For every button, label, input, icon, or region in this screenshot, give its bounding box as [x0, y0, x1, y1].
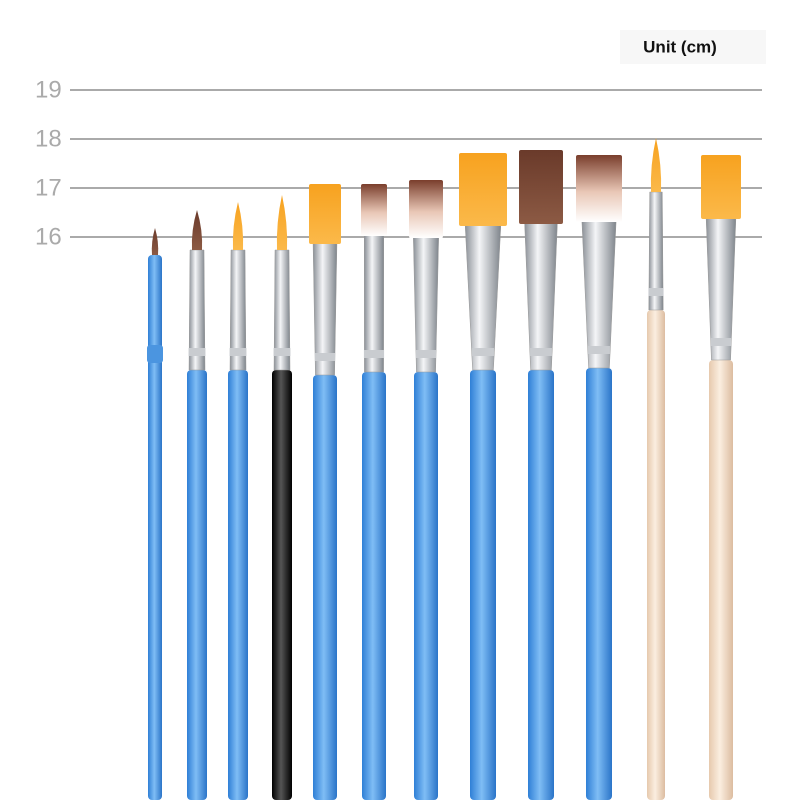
brush-handle — [362, 372, 386, 800]
scale-label: 18 — [35, 125, 62, 152]
brush-handle — [228, 370, 248, 800]
brush-bristles — [519, 150, 563, 224]
brush-ferrule — [464, 221, 502, 371]
ferrule-ring — [363, 350, 385, 358]
handle-ring — [147, 345, 163, 363]
brush-handle — [272, 370, 292, 800]
brush-handle — [414, 372, 438, 800]
ferrule-ring — [229, 348, 247, 356]
scale-label: 16 — [35, 223, 62, 250]
brush-handle — [313, 375, 337, 800]
brush-bristles — [409, 180, 443, 238]
ferrule-ring — [415, 350, 437, 358]
brush-bristles — [276, 195, 288, 250]
brush-handle — [528, 370, 554, 800]
brush-handle — [187, 370, 207, 800]
brush-bristles — [191, 210, 203, 250]
unit-box — [620, 30, 766, 64]
ferrule-ring — [188, 348, 206, 356]
brushes — [147, 138, 741, 800]
scale-label: 19 — [35, 76, 62, 103]
scale-label: 17 — [35, 174, 62, 201]
ferrule-ring — [648, 288, 664, 296]
brush-bristles — [309, 184, 341, 244]
brush-ferrule — [524, 219, 558, 371]
ferrule-ring — [710, 338, 732, 346]
brush-bristles — [459, 153, 507, 226]
brush-handle — [148, 255, 162, 800]
brush-bristles — [361, 184, 387, 236]
brush-handle — [709, 360, 733, 800]
brush-bristles — [576, 155, 622, 222]
unit-label: Unit (cm) — [643, 37, 717, 56]
ferrule-ring — [530, 348, 552, 356]
ferrule-ring — [588, 346, 610, 354]
ferrule-ring — [472, 348, 494, 356]
brush-bristles — [650, 138, 662, 192]
brush-handle — [647, 310, 665, 800]
brush-ferrule — [581, 217, 617, 369]
brush-handle — [586, 368, 612, 800]
ferrule-ring — [273, 348, 291, 356]
brush-handle — [470, 370, 496, 800]
brush-bristles — [232, 202, 244, 250]
brush-bristles — [151, 228, 159, 255]
brush-bristles — [701, 155, 741, 219]
ferrule-ring — [314, 353, 336, 361]
